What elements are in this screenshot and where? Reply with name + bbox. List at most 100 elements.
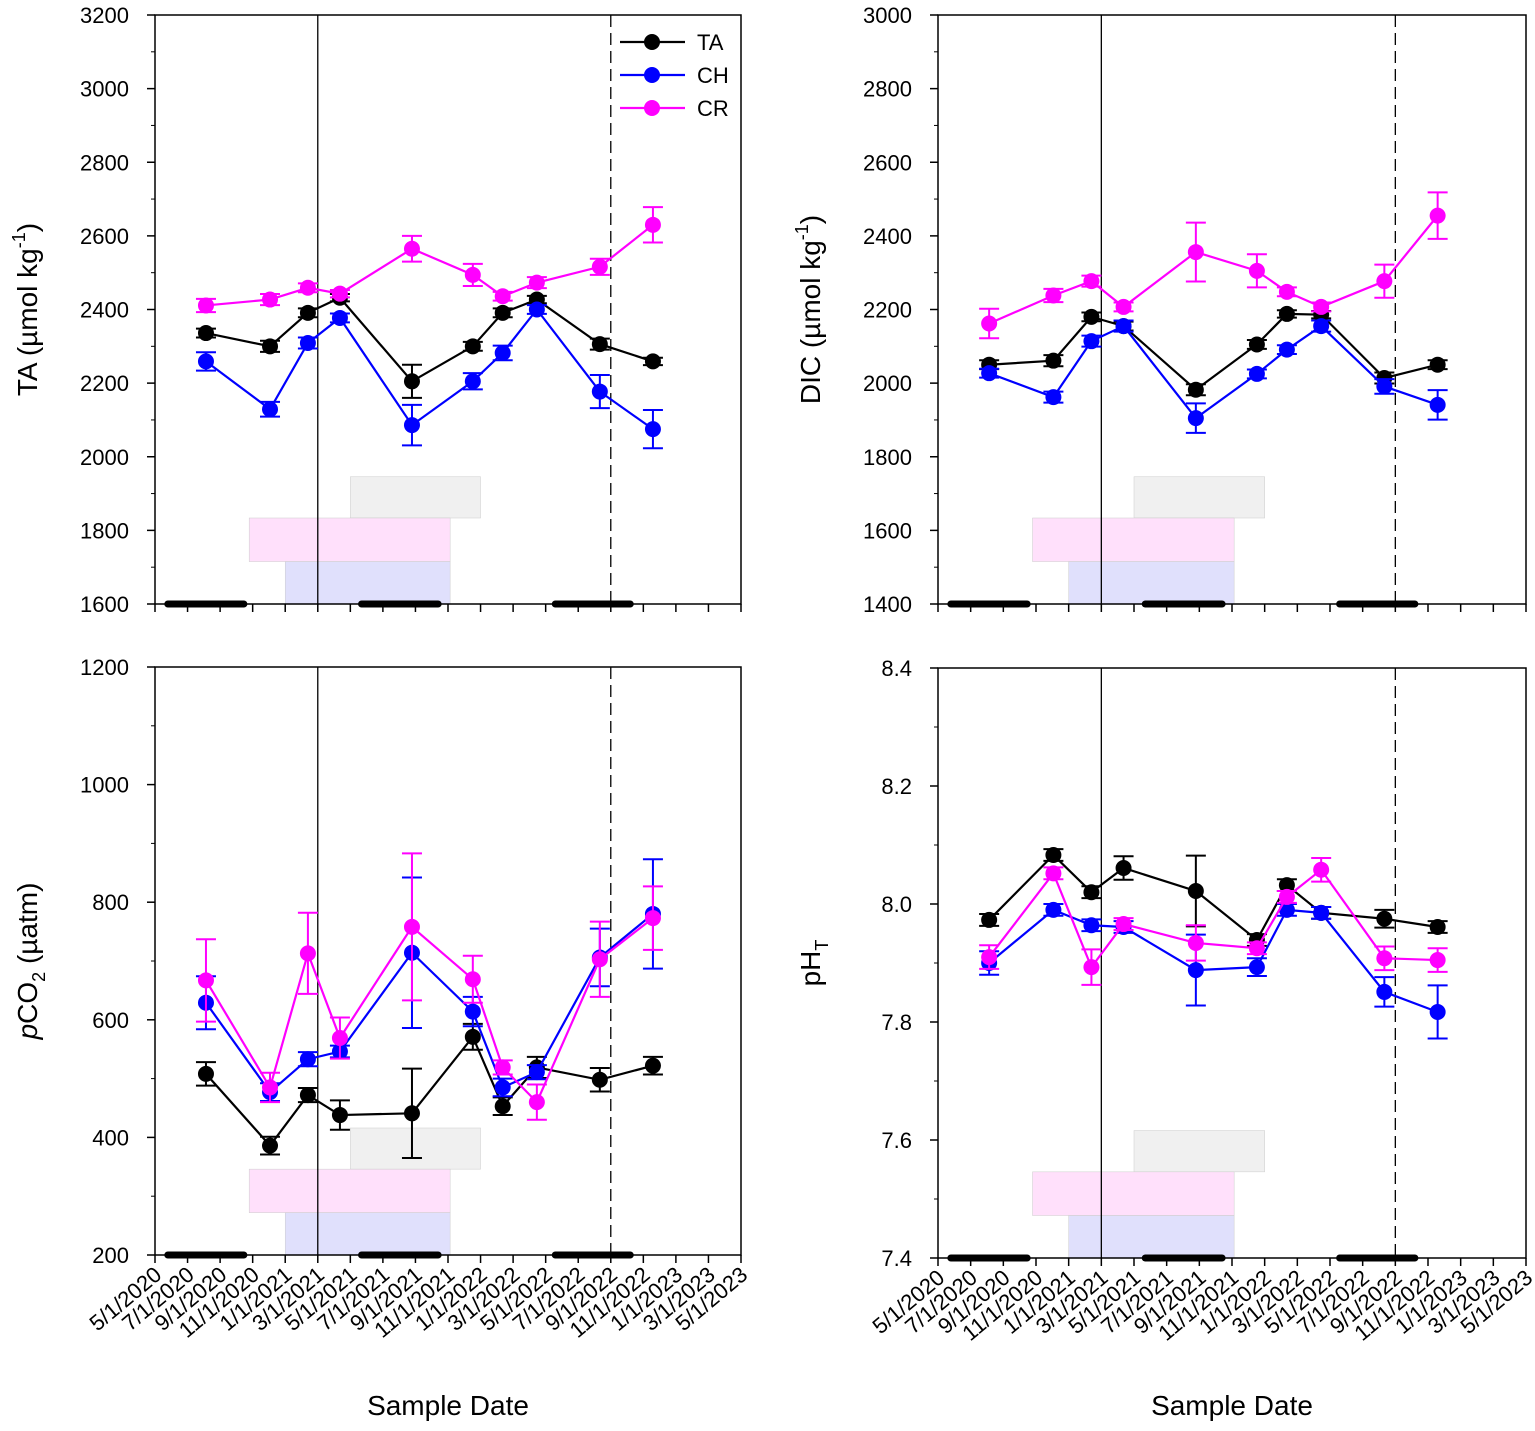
data-point (1045, 352, 1062, 369)
data-point (981, 365, 998, 382)
series-CR (195, 206, 663, 314)
data-point (1278, 283, 1295, 300)
data-point (331, 1107, 348, 1124)
y-tick-label: 2000 (863, 371, 912, 396)
data-point (1083, 273, 1100, 290)
data-point (1313, 298, 1330, 315)
legend-marker (644, 67, 660, 83)
data-point (1115, 318, 1132, 335)
panel-3: 7.47.67.88.08.28.45/1/20207/1/20209/1/20… (795, 656, 1535, 1421)
y-tick-label: 3000 (863, 3, 912, 28)
data-point (494, 344, 511, 361)
y-label-subscript: 2 (29, 972, 49, 982)
pink-band (1032, 1171, 1235, 1216)
y-axis-label: TA (µmol kg-1) (9, 223, 43, 396)
series-line (205, 296, 654, 383)
data-point (644, 421, 661, 438)
y-tick-label: 2800 (80, 150, 129, 175)
data-point (1278, 305, 1295, 322)
y-label-end: (µatm) (12, 883, 43, 972)
data-point (1045, 389, 1062, 406)
data-point (591, 336, 608, 353)
data-point (464, 1028, 481, 1045)
data-point (299, 1087, 316, 1104)
data-point (1187, 883, 1204, 900)
data-point (1083, 959, 1100, 976)
data-point (1187, 962, 1204, 979)
data-point (1115, 916, 1132, 933)
y-tick-label: 2600 (80, 224, 129, 249)
data-point (591, 383, 608, 400)
y-tick-label: 2600 (863, 150, 912, 175)
panel-0: 1600 1800 2000 2200 2400 2600 2800 3000 3200 TA (… (9, 3, 742, 617)
y-tick-label: 1600 (80, 592, 129, 617)
y-tick-label: 2800 (863, 77, 912, 102)
data-point (197, 353, 214, 370)
data-point (1429, 952, 1446, 969)
data-point (644, 353, 661, 370)
y-label-main: DIC (µmol kg (795, 240, 826, 404)
data-point (464, 266, 481, 283)
data-point (1248, 959, 1265, 976)
y-tick-label: 8.4 (881, 656, 912, 681)
data-point (262, 291, 279, 308)
data-point (591, 258, 608, 275)
data-point (528, 1094, 545, 1111)
data-point (197, 1065, 214, 1082)
series-CR (195, 852, 663, 1121)
data-point (197, 972, 214, 989)
y-label-superscript: -1 (9, 232, 29, 248)
series-line (988, 908, 1439, 1013)
data-point (1278, 341, 1295, 358)
data-point (1429, 207, 1446, 224)
data-point (299, 1051, 316, 1068)
y-axis-label: pHT (795, 940, 832, 987)
data-point (644, 216, 661, 233)
data-point (591, 1071, 608, 1088)
data-point (1278, 888, 1295, 905)
y-tick-label: 1800 (863, 445, 912, 470)
data-point (494, 288, 511, 305)
data-point (1429, 356, 1446, 373)
data-point (981, 949, 998, 966)
series-CH (195, 858, 663, 1102)
data-point (464, 338, 481, 355)
series-CH (979, 318, 1448, 434)
data-point (528, 1064, 545, 1081)
y-tick-label: 2000 (80, 445, 129, 470)
data-point (1115, 298, 1132, 315)
series-line (205, 917, 654, 1105)
data-point (1083, 917, 1100, 934)
y-label-end: ) (12, 223, 43, 232)
pink-band (248, 517, 451, 562)
data-point (1115, 860, 1132, 877)
y-tick-label: 1400 (863, 592, 912, 617)
data-point (331, 285, 348, 302)
data-point (494, 1079, 511, 1096)
data-point (331, 309, 348, 326)
blue-band (1068, 1215, 1235, 1259)
pink-band (1032, 517, 1235, 562)
legend-marker (644, 100, 660, 116)
data-point (331, 1030, 348, 1047)
data-point (1248, 336, 1265, 353)
y-tick-label: 7.6 (881, 1128, 912, 1153)
series-line (988, 324, 1438, 420)
panel-1: 1400 1600 1800 2000 2200 2400 2600 2800 3000 DIC … (792, 3, 1527, 617)
data-point (403, 1105, 420, 1122)
y-tick-label: 2200 (863, 298, 912, 323)
pink-band (248, 1168, 451, 1213)
data-point (494, 1098, 511, 1115)
data-point (464, 373, 481, 390)
data-point (262, 1079, 279, 1096)
gray-band (1133, 476, 1265, 519)
data-point (1376, 273, 1393, 290)
data-point (981, 315, 998, 332)
y-tick-label: 7.4 (881, 1246, 912, 1271)
series-line (988, 868, 1438, 970)
data-point (1313, 904, 1330, 921)
data-point (528, 301, 545, 318)
data-point (1083, 884, 1100, 901)
data-point (197, 325, 214, 342)
